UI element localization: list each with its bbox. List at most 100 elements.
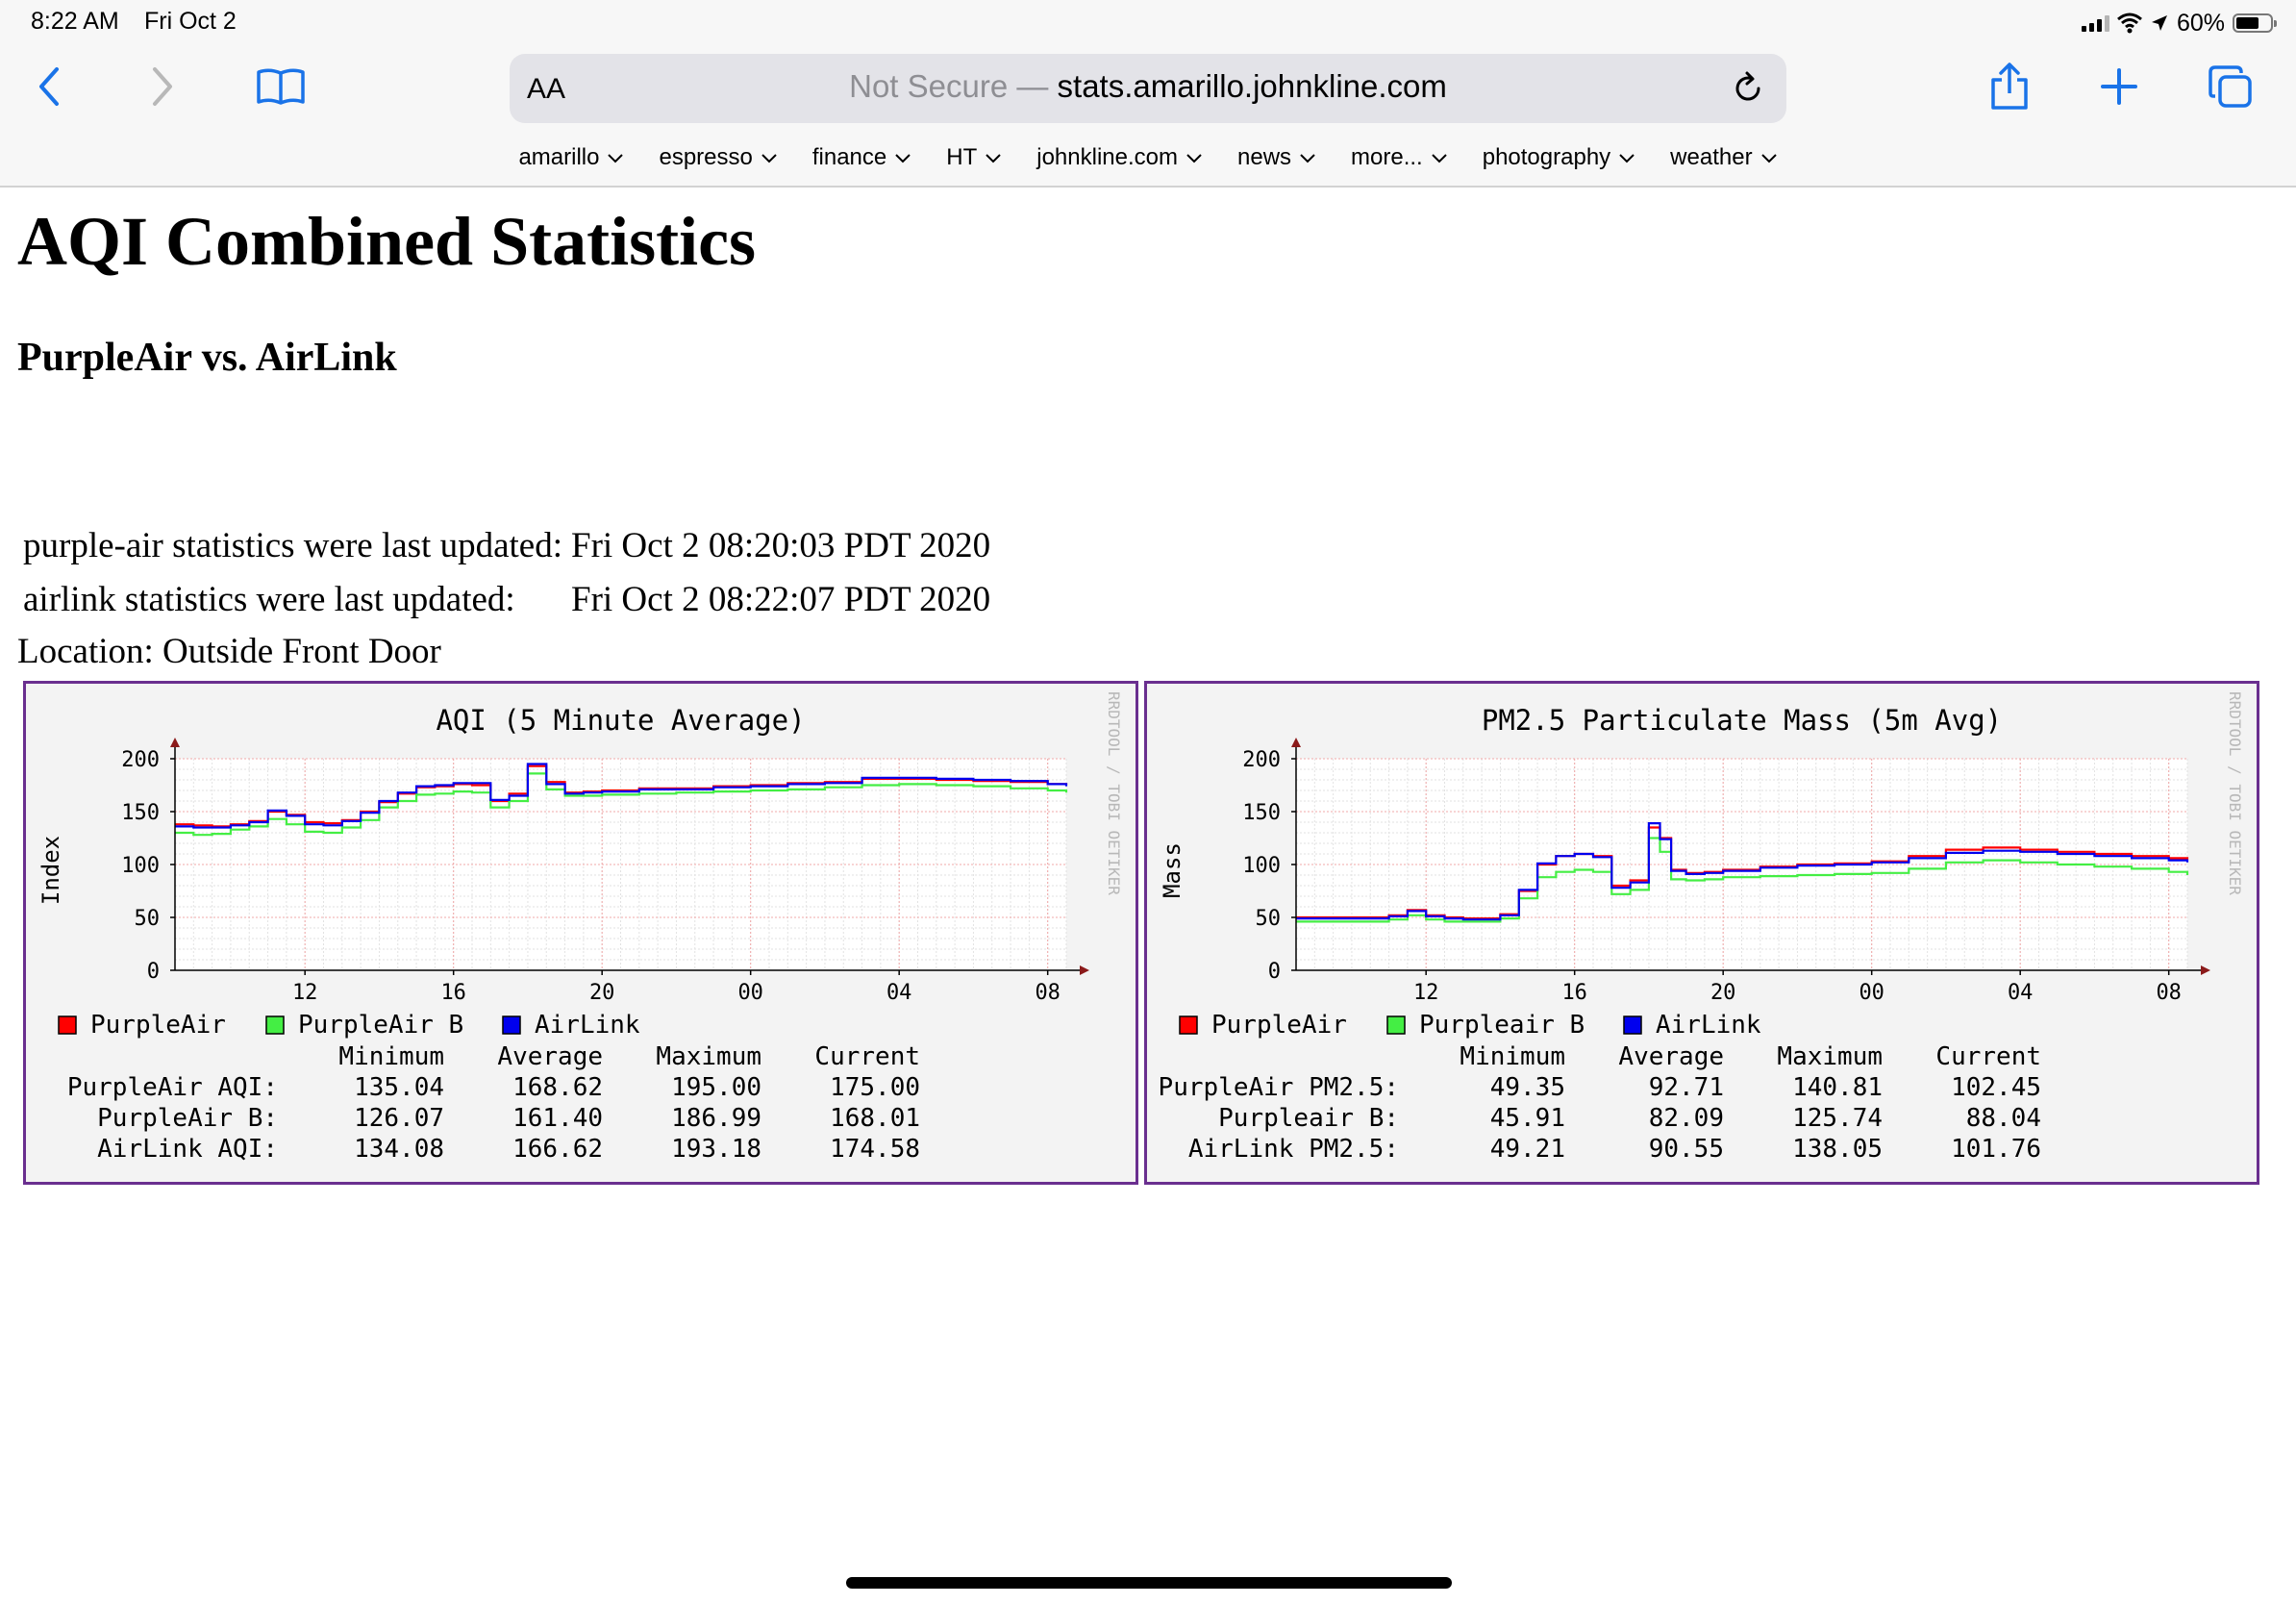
stats-row-label: PurpleAir AQI: [67,1073,278,1102]
y-axis-label: Index [37,836,64,905]
stats-value: 135.04 [354,1073,444,1102]
bookmark-more[interactable]: more... [1334,140,1465,175]
bookmark-espresso[interactable]: espresso [641,140,794,175]
stats-value: 174.58 [830,1135,920,1164]
chevron-left-icon [39,67,59,106]
favorites-bar: amarillo espresso finance HT johnkline.c… [0,140,2296,175]
legend-label: PurpleAir B [298,1011,463,1040]
chevron-down-icon [895,154,911,163]
cellular-signal-icon [2081,14,2109,32]
pm25-chart-svg: 0 50 100 150 200 12 16 20 00 04 08 PM2.5 Particulat… [1159,691,2244,1164]
stats-value: 102.45 [1951,1073,2041,1102]
legend-swatch [502,1015,521,1035]
x-axis-arrow [2201,965,2210,975]
location-text: Location: Outside Front Door [17,632,441,671]
battery-icon [2233,13,2277,33]
tabs-icon [2209,65,2252,108]
share-button[interactable] [1981,58,2038,115]
reload-icon[interactable] [1729,69,1767,108]
bookmark-photography[interactable]: photography [1465,140,1653,175]
plus-icon [2101,68,2137,105]
x-tick-label: 08 [1035,981,1061,1005]
aqi-chart-svg: 0 50 100 150 200 12 16 20 00 04 08 AQI (5 Minute Av… [37,691,1123,1164]
bookmarks-button[interactable] [252,58,310,115]
legend-swatch [1386,1015,1406,1035]
stats-header: Minimum [1460,1042,1565,1071]
stats-value: 166.62 [512,1135,603,1164]
bookmark-weather[interactable]: weather [1653,140,1794,175]
stats-header: Maximum [656,1042,761,1071]
bookmark-johnkline[interactable]: johnkline.com [1019,140,1220,175]
stats-row-label: AirLink PM2.5: [1188,1135,1399,1164]
series-line-airlink [1296,822,2189,921]
legend-label: AirLink [1656,1011,1761,1040]
x-tick-label: 16 [440,981,466,1005]
chevron-down-icon [986,154,1001,163]
legend-label: PurpleAir [1211,1011,1347,1040]
y-tick-label: 100 [121,854,160,878]
stats-value: 126.07 [354,1104,444,1133]
stats-value: 168.01 [830,1104,920,1133]
y-tick-label: 0 [147,960,160,984]
page-subtitle: PurpleAir vs. AirLink [17,336,397,380]
bookmark-finance[interactable]: finance [795,140,929,175]
x-tick-label: 00 [737,981,763,1005]
stats-value: 195.00 [671,1073,761,1102]
chart-title: PM2.5 Particulate Mass (5m Avg) [1482,704,2002,737]
new-tab-button[interactable] [2090,58,2148,115]
bookmark-amarillo[interactable]: amarillo [501,140,641,175]
stats-value: 49.35 [1490,1073,1565,1102]
rrdtool-watermark: RRDTOOL / TOBI OETIKER [2226,691,2244,895]
aqi-graph: 0 50 100 150 200 12 16 20 00 04 08 AQI (5 Minute Av… [23,681,1138,1185]
y-tick-label: 0 [1268,960,1281,984]
stats-header: Average [1618,1042,1724,1071]
stats-header: Current [1935,1042,2041,1071]
address-bar[interactable]: AA Not Secure — stats.amarillo.johnkline… [510,54,1786,123]
x-tick-label: 00 [1859,981,1884,1005]
y-axis-label: Mass [1159,842,1185,898]
chart-title: AQI (5 Minute Average) [436,704,805,737]
y-tick-label: 150 [121,801,160,825]
location-arrow-icon [2151,15,2167,31]
stats-row-label: PurpleAir B: [97,1104,278,1133]
address-text: Not Secure — stats.amarillo.johnkline.co… [510,68,1786,105]
browser-chrome: 8:22 AM Fri Oct 2 60% AA Not Secure — [0,0,2296,188]
y-tick-label: 100 [1242,854,1281,878]
airlink-updated-label: airlink statistics were last updated: [23,580,515,619]
bookmark-news[interactable]: news [1220,140,1334,175]
share-icon [1991,63,2028,110]
y-axis-arrow [1291,738,1301,747]
stats-value: 49.21 [1490,1135,1565,1164]
series-line-purpleair-b [175,772,1068,837]
book-icon [257,68,305,105]
rrdtool-watermark: RRDTOOL / TOBI OETIKER [1105,691,1123,895]
stats-value: 175.00 [830,1073,920,1102]
stats-value: 45.91 [1490,1104,1565,1133]
bookmark-ht[interactable]: HT [929,140,1019,175]
stats-header: Average [497,1042,603,1071]
y-tick-label: 200 [121,748,160,772]
chevron-down-icon [1619,154,1635,163]
stats-value: 92.71 [1649,1073,1724,1102]
tabs-button[interactable] [2202,58,2259,115]
back-button[interactable] [21,58,79,115]
y-axis-arrow [170,738,180,747]
chevron-down-icon [1432,154,1447,163]
chevron-down-icon [1760,154,1777,163]
reader-options-button[interactable]: AA [527,73,566,105]
stats-value: 161.40 [512,1104,603,1133]
legend-label: AirLink [535,1011,640,1040]
legend-label: PurpleAir [90,1011,226,1040]
y-tick-label: 50 [1256,907,1282,931]
y-tick-label: 150 [1242,801,1281,825]
x-axis-arrow [1080,965,1089,975]
y-tick-label: 200 [1242,748,1281,772]
legend-label: Purpleair B [1419,1011,1585,1040]
series-line-airlink [175,763,1068,829]
airlink-updated-value: Fri Oct 2 08:22:07 PDT 2020 [571,580,991,619]
legend-swatch [1623,1015,1642,1035]
page-title: AQI Combined Statistics [17,203,757,280]
stats-value: 138.05 [1792,1135,1883,1164]
url-text: stats.amarillo.johnkline.com [1057,68,1447,104]
forward-button[interactable] [133,58,190,115]
